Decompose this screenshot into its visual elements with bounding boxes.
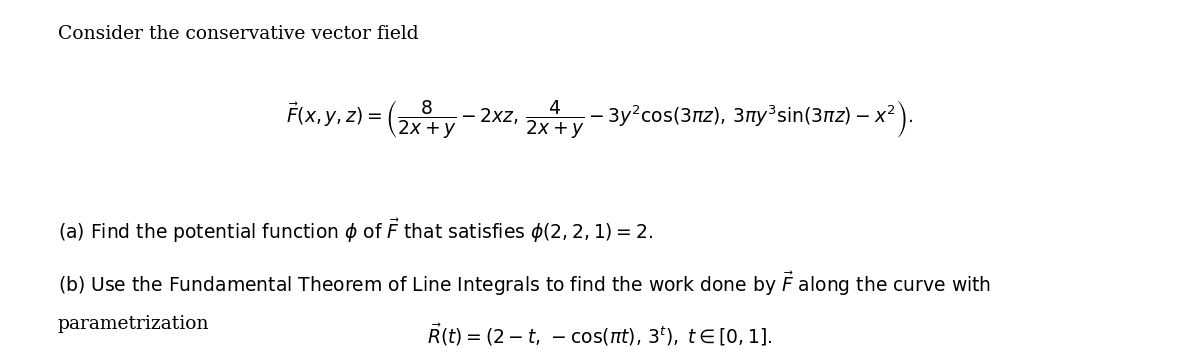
Text: $\vec{F}(x, y, z) = \left(\dfrac{8}{2x+y} - 2xz,\, \dfrac{4}{2x+y} - 3y^2\cos(3\: $\vec{F}(x, y, z) = \left(\dfrac{8}{2x+y…: [287, 98, 913, 140]
Text: (b) Use the Fundamental Theorem of Line Integrals to find the work done by $\vec: (b) Use the Fundamental Theorem of Line …: [58, 270, 991, 298]
Text: $\vec{R}(t) = (2 - t,\, -\cos(\pi t),\, 3^t),\; t \in [0,1].$: $\vec{R}(t) = (2 - t,\, -\cos(\pi t),\, …: [427, 321, 773, 348]
Text: (a) Find the potential function $\phi$ of $\vec{F}$ that satisfies $\phi(2,2,1) : (a) Find the potential function $\phi$ o…: [58, 217, 653, 245]
Text: parametrization: parametrization: [58, 315, 209, 333]
Text: Consider the conservative vector field: Consider the conservative vector field: [58, 25, 419, 43]
